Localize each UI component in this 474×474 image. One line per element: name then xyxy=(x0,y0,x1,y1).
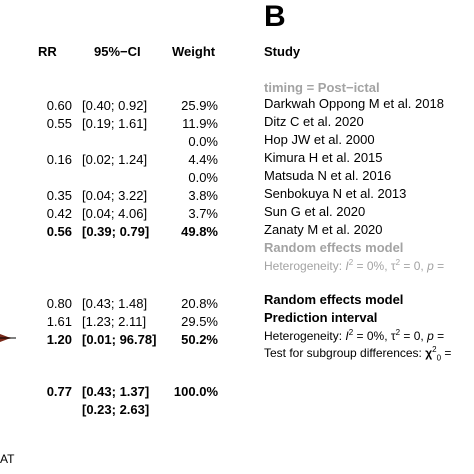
subgroup-model-label: Random effects model xyxy=(264,240,404,255)
overall-rr: 0.77 xyxy=(46,384,72,399)
subgroup-label: timing = Post−ictal xyxy=(264,80,380,95)
subgroup-test: Test for subgroup differences: χ20 = xyxy=(264,345,452,363)
subtotal-weight: 50.2% xyxy=(181,332,218,347)
ci-value: [0.04; 4.06] xyxy=(82,206,148,221)
ci-value: [0.19; 1.61] xyxy=(82,116,148,131)
ci-value: [0.04; 3.22] xyxy=(82,188,148,203)
prediction-ci: [0.23; 2.63] xyxy=(82,402,150,417)
ci-value: [0.43; 1.48] xyxy=(82,296,148,311)
rr-value: 0.60 xyxy=(46,98,72,113)
panel-label: B xyxy=(264,0,286,33)
prediction-interval-label: Prediction interval xyxy=(264,310,378,325)
weight-value: 29.5% xyxy=(181,314,218,329)
subtotal-rr: 0.56 xyxy=(46,224,72,239)
rr-value: 0.42 xyxy=(46,206,72,221)
subtotal-ci: [0.39; 0.79] xyxy=(82,224,150,239)
weight-value: 3.8% xyxy=(188,188,218,203)
study-name: Darkwah Oppong M et al. 2018 xyxy=(264,96,444,111)
header-rr: RR xyxy=(38,44,57,59)
overall-weight: 100.0% xyxy=(173,384,218,399)
overall-ci: [0.43; 1.37] xyxy=(82,384,150,399)
study-name: Hop JW et al. 2000 xyxy=(264,132,375,147)
rr-value: 1.61 xyxy=(46,314,72,329)
rr-value: 0.80 xyxy=(46,296,72,311)
header-study: Study xyxy=(264,44,301,59)
header-ci: 95%−CI xyxy=(94,44,141,59)
weight-value: 25.9% xyxy=(181,98,218,113)
header-weight: Weight xyxy=(172,44,216,59)
study-name: Kimura H et al. 2015 xyxy=(264,150,383,165)
weight-value: 0.0% xyxy=(188,134,218,149)
study-name: Ditz C et al. 2020 xyxy=(264,114,364,129)
ci-value: [0.40; 0.92] xyxy=(82,98,148,113)
subtotal-rr: 1.20 xyxy=(46,332,72,347)
rr-value: 0.35 xyxy=(46,188,72,203)
subtotal-weight: 49.8% xyxy=(181,224,218,239)
study-name: Matsuda N et al. 2016 xyxy=(264,168,392,183)
ci-value: [1.23; 2.11] xyxy=(82,314,147,329)
overall-model-label: Random effects model xyxy=(264,292,404,307)
rr-value: 0.16 xyxy=(46,152,72,167)
ci-value: [0.02; 1.24] xyxy=(82,152,148,167)
weight-value: 0.0% xyxy=(188,170,218,185)
study-name: Sun G et al. 2020 xyxy=(264,204,366,219)
study-name: Senbokuya N et al. 2013 xyxy=(264,186,407,201)
weight-value: 11.9% xyxy=(182,116,218,131)
subgroup-heterogeneity: Heterogeneity: I2 = 0%, τ2 = 0, p = xyxy=(264,258,445,274)
subtotal-ci: [0.01; 96.78] xyxy=(82,332,157,347)
study-name: Zanaty M et al. 2020 xyxy=(264,222,383,237)
axis-tick-fragment: AT xyxy=(0,452,15,466)
weight-value: 20.8% xyxy=(181,296,218,311)
weight-value: 3.7% xyxy=(188,206,218,221)
overall-heterogeneity: Heterogeneity: I2 = 0%, τ2 = 0, p = xyxy=(264,328,445,344)
weight-value: 4.4% xyxy=(188,152,218,167)
rr-value: 0.55 xyxy=(46,116,72,131)
